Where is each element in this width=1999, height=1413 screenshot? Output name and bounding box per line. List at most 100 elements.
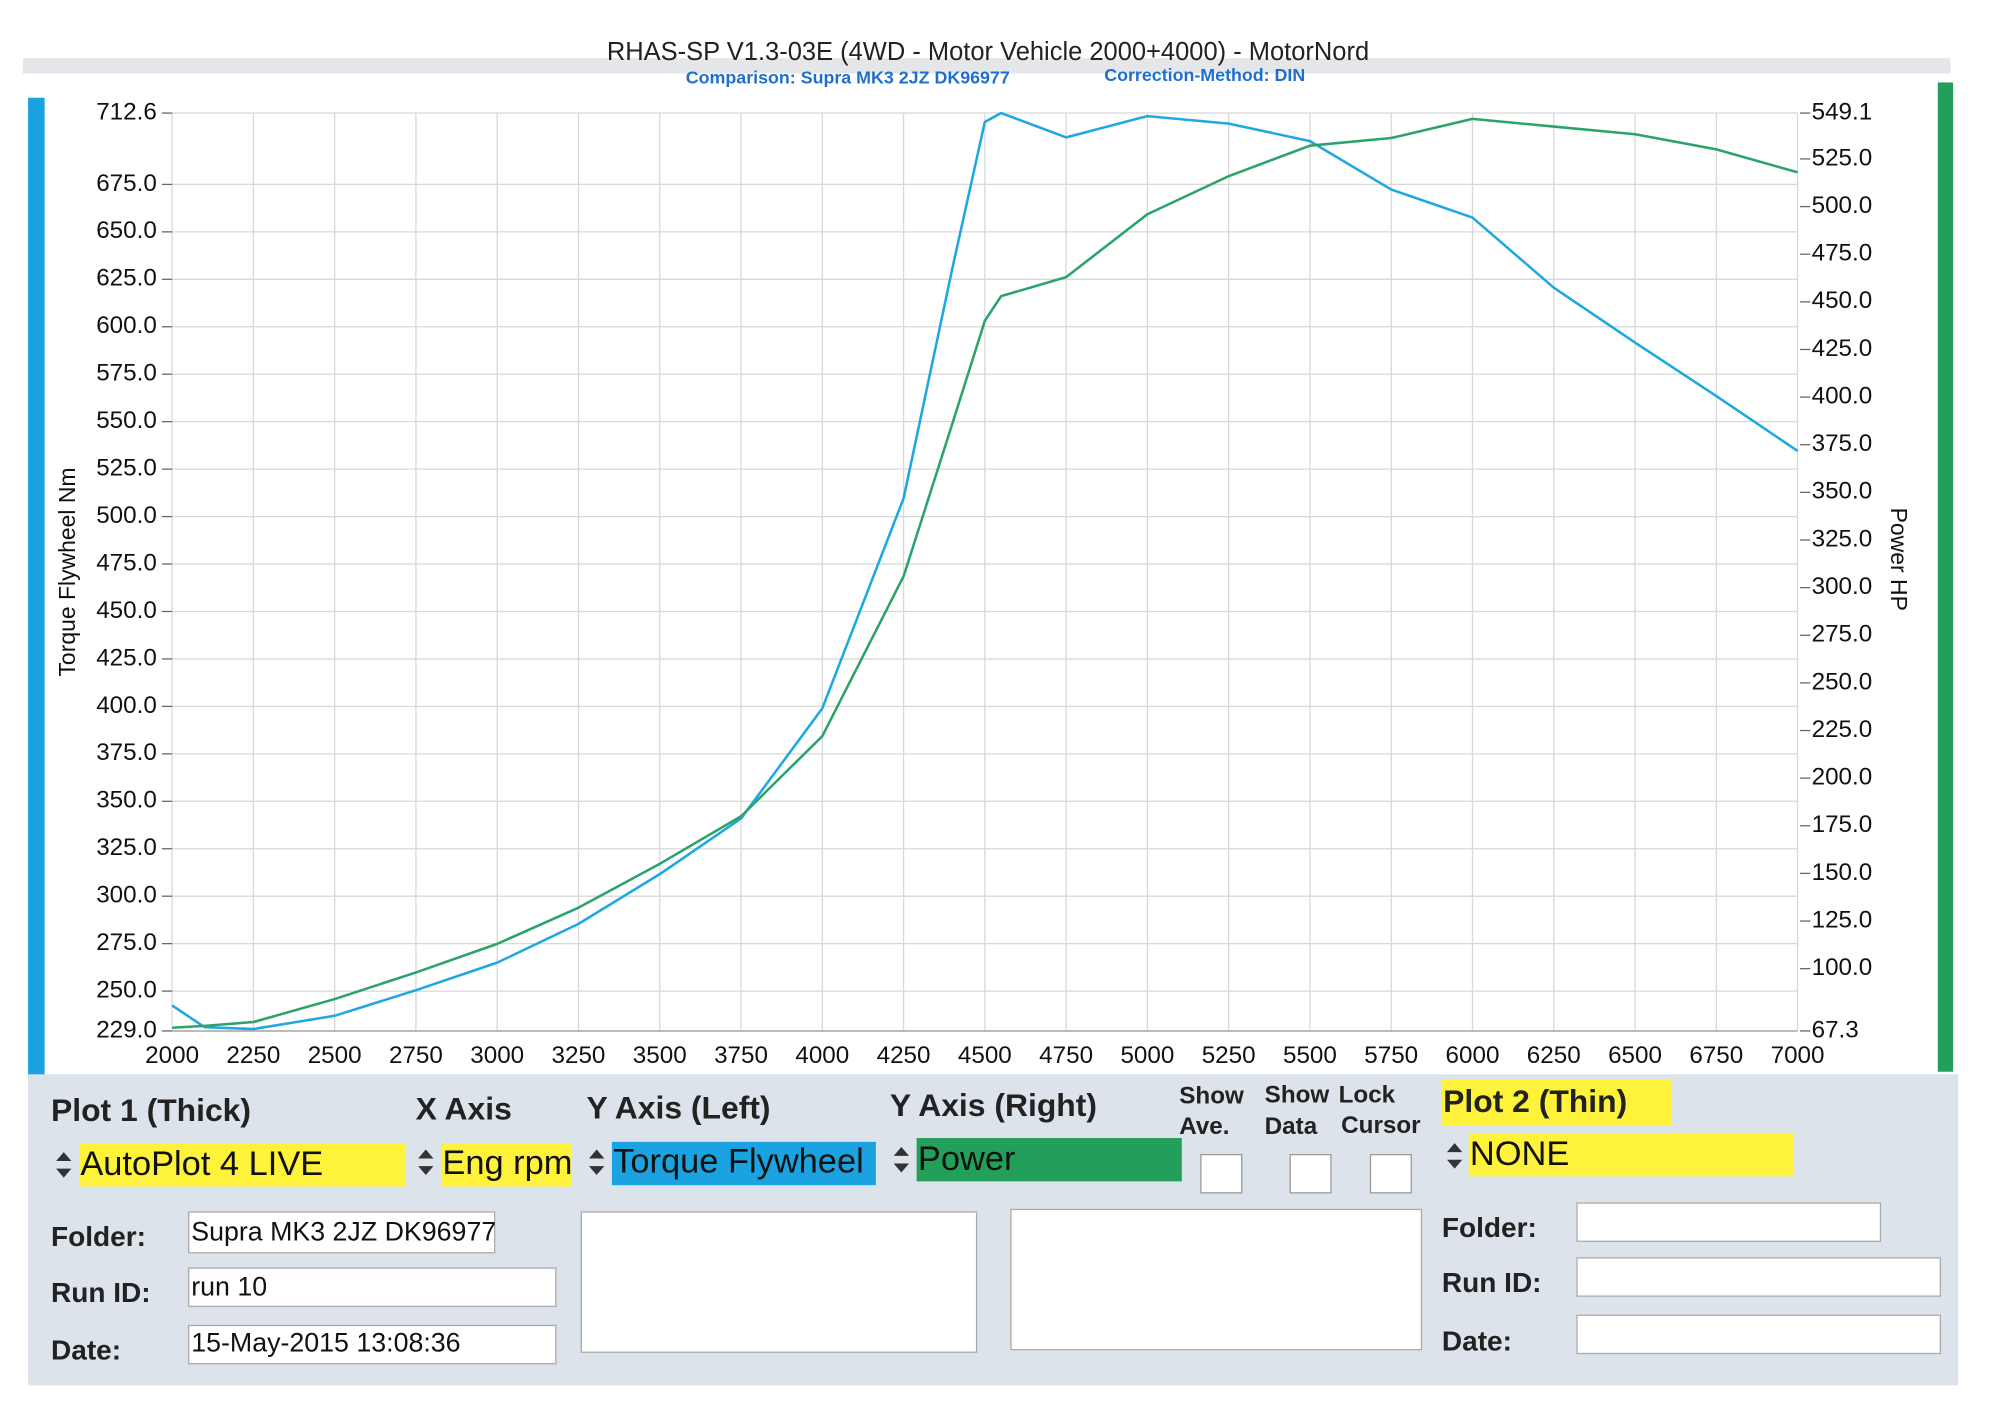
label: Show [1179,1083,1244,1110]
x-tick-label: 2750 [389,1042,443,1069]
input[interactable] [1576,1314,1941,1355]
checkbox[interactable] [1200,1153,1243,1194]
y2-axis-title: Power HP [1886,508,1912,611]
series-line [172,117,1798,1030]
x-tick-label: 2500 [308,1042,362,1069]
input[interactable] [188,1324,557,1365]
x-tick-label: 5500 [1283,1042,1337,1069]
checkbox[interactable] [1369,1153,1412,1194]
label: Folder: [1442,1212,1537,1243]
label: Y Axis (Right) [890,1087,1097,1123]
x-tick-label: 3500 [633,1042,687,1069]
input[interactable] [188,1267,557,1307]
label: Data [1265,1113,1318,1140]
x-tick-label: 5000 [1120,1042,1174,1069]
series-line [171,111,1799,1031]
left-bar [28,97,45,1085]
y-tick-label: 300.0 [96,882,157,909]
label: Cursor [1341,1112,1421,1139]
dropdowns [56,1143,1463,1178]
dropdown-value: AutoPlot 4 LIVE [80,1145,323,1183]
x-tick-label: 4000 [795,1042,849,1069]
y2-tick-label: 200.0 [1812,764,1873,791]
y-tick-label: 712.6 [96,98,157,125]
x-tick-label: 6750 [1689,1042,1743,1069]
spinner[interactable] [56,1152,72,1178]
y-tick-label: 350.0 [96,787,157,814]
y-tick-label: 325.0 [96,834,157,861]
y2-tick-label: 125.0 [1812,906,1873,933]
dropdown-value: Torque Flywheel [613,1143,864,1181]
input-value: Supra MK3 2JZ DK96977 [191,1217,496,1247]
input-value: run 10 [191,1272,267,1302]
dropdown[interactable] [79,1143,406,1187]
y-tick-label: 500.0 [96,502,157,529]
x-tick-label: 6500 [1608,1042,1662,1069]
info-box [1010,1208,1423,1351]
y2-tick-label: 425.0 [1812,335,1873,362]
input[interactable] [188,1211,496,1254]
y-tick-label: 425.0 [96,644,157,671]
y-tick-label: 550.0 [96,407,157,434]
dropdown-value: Eng rpm [442,1144,572,1182]
label: Y Axis (Left) [586,1089,770,1125]
y2-tick-label: 500.0 [1812,192,1873,219]
y2-tick-label: 175.0 [1812,811,1873,838]
dropdown[interactable] [1468,1132,1794,1177]
y-tick-label: 675.0 [96,170,157,197]
x-tick-label: 3750 [714,1042,768,1069]
x-tick-label: 3000 [470,1042,524,1069]
label: Ave. [1179,1113,1229,1140]
input[interactable] [1576,1257,1941,1297]
x-tick-label: 5250 [1202,1042,1256,1069]
top-band [22,58,1951,74]
y2-tick-label: 350.0 [1812,478,1873,505]
highlight [1441,1079,1672,1126]
y-tick-label: 625.0 [96,265,157,292]
spinner[interactable] [1446,1143,1463,1169]
dropdown[interactable] [441,1143,572,1187]
y2-tick-label: 325.0 [1812,525,1873,552]
y2-tick-label: 300.0 [1812,573,1873,600]
y2-tick-label: 475.0 [1812,240,1873,267]
spinner[interactable] [418,1149,434,1176]
label: Run ID: [1442,1267,1542,1298]
y2-tick-label: 450.0 [1812,287,1873,314]
y-tick-label: 229.0 [96,1016,157,1043]
correction: Correction-Method: DIN [1104,65,1305,85]
x-tick-label: 2000 [145,1042,199,1069]
x-tick-label: 4750 [1039,1042,1093,1069]
label: Date: [51,1335,121,1366]
info-box [580,1211,978,1353]
checkbox[interactable] [1289,1153,1332,1194]
dropdown[interactable] [611,1141,876,1186]
input[interactable] [1576,1202,1882,1242]
spinner[interactable] [588,1149,605,1176]
x-tick-label: 7000 [1771,1042,1825,1069]
y-tick-label: 275.0 [96,929,157,956]
label: Lock [1339,1081,1396,1108]
y2-tick-label: 225.0 [1812,716,1873,743]
label: X Axis [416,1091,512,1127]
x-tick-label: 6000 [1446,1042,1500,1069]
label: Folder: [51,1221,146,1252]
y-tick-label: 375.0 [96,739,157,766]
y2-tick-label: 100.0 [1812,954,1873,981]
y-tick-label: 400.0 [96,692,157,719]
y-tick-label: 575.0 [96,360,157,387]
dropdown[interactable] [916,1138,1182,1182]
y2-tick-label: 525.0 [1812,144,1873,171]
y2-tick-label: 400.0 [1812,382,1873,409]
y-tick-label: 525.0 [96,455,157,482]
x-tick-label: 6250 [1527,1042,1581,1069]
chart-title: RHAS-SP V1.3-03E (4WD - Motor Vehicle 20… [607,38,1369,66]
label: Run ID: [51,1277,151,1308]
label: Date: [1442,1326,1512,1357]
y-axis-title: Torque Flywheel Nm [54,467,80,676]
y-tick-label: 450.0 [96,597,157,624]
spinner[interactable] [893,1146,909,1173]
y2-tick-label: 250.0 [1812,668,1873,695]
y-tick-label: 475.0 [96,549,157,576]
y-tick-label: 650.0 [96,217,157,244]
